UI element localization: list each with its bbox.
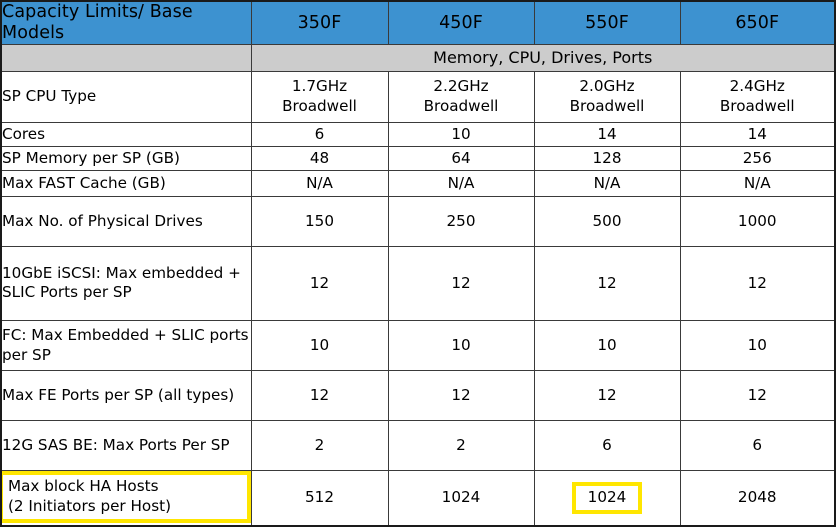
cell-max-block-ha-hosts-450f: 1024 [387, 469, 535, 527]
cell-12g-sas-be-ports-650f: 6 [679, 419, 836, 471]
table-row: SP CPU Type 1.7GHz Broadwell 2.2GHz Broa… [0, 70, 836, 123]
cell-max-fast-cache-450f: N/A [387, 170, 535, 197]
cell-cores-450f: 10 [387, 121, 535, 147]
row-label-max-fast-cache: Max FAST Cache (GB) [0, 170, 252, 197]
cell-max-physical-drives-550f: 500 [533, 195, 681, 247]
cell-12g-sas-be-ports-350f: 2 [250, 419, 389, 471]
table-row: Max FAST Cache (GB) N/A N/A N/A N/A [0, 170, 836, 197]
cell-sp-memory-450f: 64 [387, 145, 535, 172]
table-row: SP Memory per SP (GB) 48 64 128 256 [0, 145, 836, 172]
row-label-cores: Cores [0, 121, 252, 147]
row-label-max-physical-drives: Max No. of Physical Drives [0, 195, 252, 247]
column-header-label: Capacity Limits/ Base Models [0, 0, 252, 45]
column-header-350f: 350F [250, 0, 389, 45]
column-header-650f: 650F [679, 0, 836, 45]
cell-10gbe-iscsi-ports-650f: 12 [679, 245, 836, 322]
column-header-550f: 550F [533, 0, 681, 45]
table-row: FC: Max Embedded + SLIC ports per SP 10 … [0, 320, 836, 371]
table-row: Max No. of Physical Drives 150 250 500 1… [0, 195, 836, 247]
cell-fc-ports-450f: 10 [387, 320, 535, 371]
cell-12g-sas-be-ports-450f: 2 [387, 419, 535, 471]
cell-12g-sas-be-ports-550f: 6 [533, 419, 681, 471]
cell-max-fast-cache-550f: N/A [533, 170, 681, 197]
cell-fc-ports-650f: 10 [679, 320, 836, 371]
cell-sp-memory-350f: 48 [250, 145, 389, 172]
cell-max-fe-ports-550f: 12 [533, 369, 681, 421]
row-label-sp-cpu-type: SP CPU Type [0, 70, 252, 123]
cell-10gbe-iscsi-ports-550f: 12 [533, 245, 681, 322]
cell-max-fe-ports-650f: 12 [679, 369, 836, 421]
cell-max-physical-drives-650f: 1000 [679, 195, 836, 247]
cell-max-fe-ports-350f: 12 [250, 369, 389, 421]
section-band-title: Memory, CPU, Drives, Ports [250, 44, 836, 72]
table-row: 12G SAS BE: Max Ports Per SP 2 2 6 6 [0, 419, 836, 471]
cell-cores-550f: 14 [533, 121, 681, 147]
row-label-12g-sas-be-ports: 12G SAS BE: Max Ports Per SP [0, 419, 252, 471]
cell-cores-350f: 6 [250, 121, 389, 147]
cell-sp-cpu-type-650f: 2.4GHz Broadwell [679, 70, 836, 123]
row-label-sp-memory: SP Memory per SP (GB) [0, 145, 252, 172]
table-row: Cores 6 10 14 14 [0, 121, 836, 147]
highlight-box-value: 1024 [571, 481, 643, 515]
highlight-box-label: Max block HA Hosts (2 Initiators per Hos… [0, 471, 251, 524]
cell-sp-cpu-type-450f: 2.2GHz Broadwell [387, 70, 535, 123]
cell-fc-ports-550f: 10 [533, 320, 681, 371]
cell-fc-ports-350f: 10 [250, 320, 389, 371]
row-label-fc-ports: FC: Max Embedded + SLIC ports per SP [0, 320, 252, 371]
column-header-450f: 450F [387, 0, 535, 45]
row-label-max-block-ha-hosts: Max block HA Hosts (2 Initiators per Hos… [0, 469, 252, 527]
section-band-row: Memory, CPU, Drives, Ports [0, 44, 836, 72]
table-row: Max FE Ports per SP (all types) 12 12 12… [0, 369, 836, 421]
cell-max-fe-ports-450f: 12 [387, 369, 535, 421]
cell-sp-memory-550f: 128 [533, 145, 681, 172]
cell-max-fast-cache-350f: N/A [250, 170, 389, 197]
row-label-10gbe-iscsi-ports: 10GbE iSCSI: Max embedded + SLIC Ports p… [0, 245, 252, 322]
cell-sp-cpu-type-350f: 1.7GHz Broadwell [250, 70, 389, 123]
cell-sp-cpu-type-550f: 2.0GHz Broadwell [533, 70, 681, 123]
cell-10gbe-iscsi-ports-350f: 12 [250, 245, 389, 322]
cell-max-fast-cache-650f: N/A [679, 170, 836, 197]
cell-max-block-ha-hosts-550f: 1024 [533, 469, 681, 527]
cell-max-physical-drives-350f: 150 [250, 195, 389, 247]
table-row: 10GbE iSCSI: Max embedded + SLIC Ports p… [0, 245, 836, 322]
cell-10gbe-iscsi-ports-450f: 12 [387, 245, 535, 322]
cell-sp-memory-650f: 256 [679, 145, 836, 172]
cell-max-block-ha-hosts-350f: 512 [250, 469, 389, 527]
row-label-max-fe-ports: Max FE Ports per SP (all types) [0, 369, 252, 421]
table-row-highlighted: Max block HA Hosts (2 Initiators per Hos… [0, 469, 836, 527]
cell-max-block-ha-hosts-650f: 2048 [679, 469, 836, 527]
section-band-spacer [0, 44, 252, 72]
cell-cores-650f: 14 [679, 121, 836, 147]
cell-max-physical-drives-450f: 250 [387, 195, 535, 247]
table-header-row: Capacity Limits/ Base Models 350F 450F 5… [0, 0, 836, 45]
